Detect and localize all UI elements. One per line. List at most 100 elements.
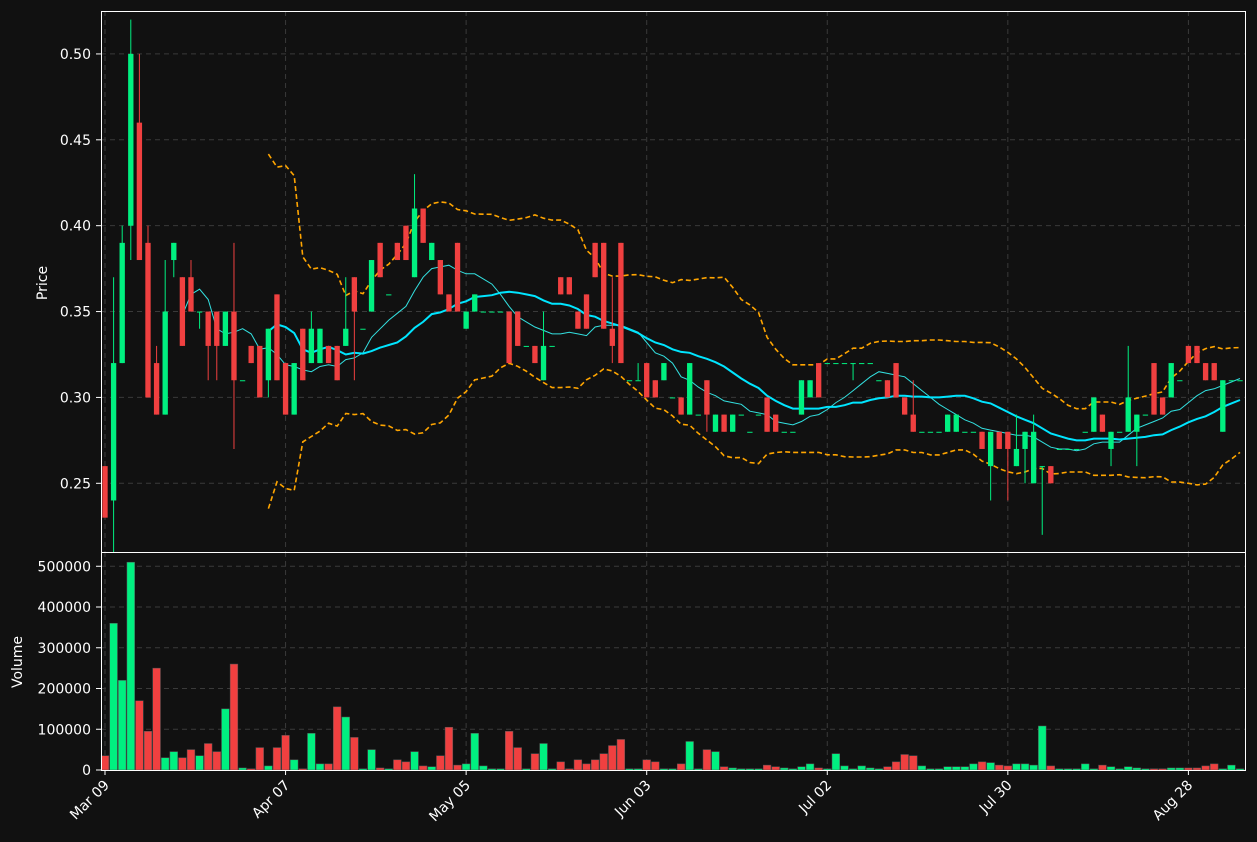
volume-bar xyxy=(178,757,187,771)
volume-bar xyxy=(307,733,316,771)
volume-tick-label: 0 xyxy=(82,763,91,779)
volume-bar xyxy=(324,763,333,771)
volume-bar xyxy=(1124,766,1133,771)
bollinger-lower-band xyxy=(267,362,1241,509)
volume-bar xyxy=(522,768,531,771)
volume-bar xyxy=(1192,767,1202,771)
volume-bar xyxy=(995,764,1004,771)
candle-body xyxy=(1073,448,1080,450)
candle-body xyxy=(592,242,598,278)
candle-body xyxy=(532,345,538,364)
volume-bar xyxy=(977,761,987,771)
volume-bar xyxy=(943,766,952,771)
candle-body xyxy=(282,363,289,415)
candle-body xyxy=(910,414,916,432)
volume-bar xyxy=(1167,767,1176,771)
candle-body xyxy=(188,277,194,312)
candle-body xyxy=(901,397,908,415)
candle-body xyxy=(790,431,796,433)
candle-body xyxy=(566,277,572,295)
volume-bar xyxy=(745,768,755,771)
candle-body xyxy=(1142,414,1149,416)
candle-body xyxy=(841,363,848,365)
candle-body xyxy=(1220,380,1226,432)
candle-body xyxy=(386,294,392,296)
volume-bar xyxy=(118,680,127,771)
volume-bar xyxy=(290,759,299,771)
volume-bar xyxy=(315,763,325,771)
volume-bar xyxy=(384,768,393,771)
candle-body xyxy=(506,311,512,364)
volume-bar xyxy=(1218,768,1227,771)
candle-body xyxy=(1082,431,1088,433)
volume-bar xyxy=(341,716,350,771)
volume-bar xyxy=(797,766,806,771)
volume-bar xyxy=(255,747,264,771)
volume-bar xyxy=(1210,763,1219,771)
volume-bar xyxy=(840,765,849,771)
volume-bar xyxy=(1184,767,1193,771)
volume-bar xyxy=(393,759,402,771)
candle-body xyxy=(816,363,822,398)
volume-bar xyxy=(694,768,703,771)
candle-body xyxy=(1185,345,1192,364)
candle-body xyxy=(145,242,151,398)
volume-bar xyxy=(909,755,918,771)
volume-bar xyxy=(376,767,385,771)
price-overlays xyxy=(181,153,1241,509)
volume-bar xyxy=(126,561,135,771)
candle-body xyxy=(807,380,813,398)
volume-bar xyxy=(204,743,213,771)
candle-body xyxy=(824,363,830,365)
volume-bar xyxy=(1106,766,1116,771)
candle-body xyxy=(1039,466,1045,468)
candle-body xyxy=(944,414,951,432)
volume-bar xyxy=(410,751,419,771)
volume-bar xyxy=(358,768,368,771)
candle-body xyxy=(781,431,787,433)
candle-body xyxy=(1134,414,1140,432)
volume-bar xyxy=(496,768,505,771)
candle-body xyxy=(1194,345,1200,364)
candle-body xyxy=(411,208,418,278)
volume-bar xyxy=(762,764,772,771)
volume-bar xyxy=(1175,767,1184,771)
candle-body xyxy=(1228,380,1235,382)
volume-bar xyxy=(960,766,969,771)
volume-bar xyxy=(754,768,763,771)
candle-body xyxy=(996,431,1002,449)
candle-body xyxy=(867,363,873,365)
volume-bar xyxy=(874,768,883,771)
volume-y-axis-label: Volume xyxy=(10,636,26,688)
volume-bar xyxy=(771,766,780,771)
volume-bar xyxy=(831,753,840,771)
volume-bar xyxy=(1132,767,1141,771)
candle-body xyxy=(798,380,805,415)
candle-body xyxy=(1065,448,1071,450)
volume-bar xyxy=(1003,765,1012,771)
candle-body xyxy=(110,363,117,501)
candle-body xyxy=(1013,448,1020,467)
candle-body xyxy=(1091,397,1097,432)
volume-bar xyxy=(195,755,204,771)
candle-body xyxy=(695,414,701,416)
volume-bar xyxy=(625,768,634,771)
volume-bar xyxy=(470,733,479,771)
volume-bar xyxy=(668,768,677,771)
candle-body xyxy=(1202,363,1209,381)
volume-y-axis: 0 100000 200000 300000 400000 500000 xyxy=(38,559,101,779)
volume-bar xyxy=(350,737,359,771)
volume-tick-label: 300000 xyxy=(38,641,91,657)
price-tick-label: 0.30 xyxy=(60,390,91,406)
candle-body xyxy=(222,311,229,346)
candle-body xyxy=(1022,431,1028,449)
volume-bar xyxy=(676,763,686,771)
candle-body xyxy=(420,208,426,243)
candle-body xyxy=(669,397,676,399)
candle-body xyxy=(893,363,899,398)
volume-bar xyxy=(479,765,488,771)
candle-body xyxy=(480,311,486,313)
candle-body xyxy=(626,380,633,382)
volume-bar xyxy=(719,766,729,771)
price-tick-label: 0.25 xyxy=(60,476,91,492)
